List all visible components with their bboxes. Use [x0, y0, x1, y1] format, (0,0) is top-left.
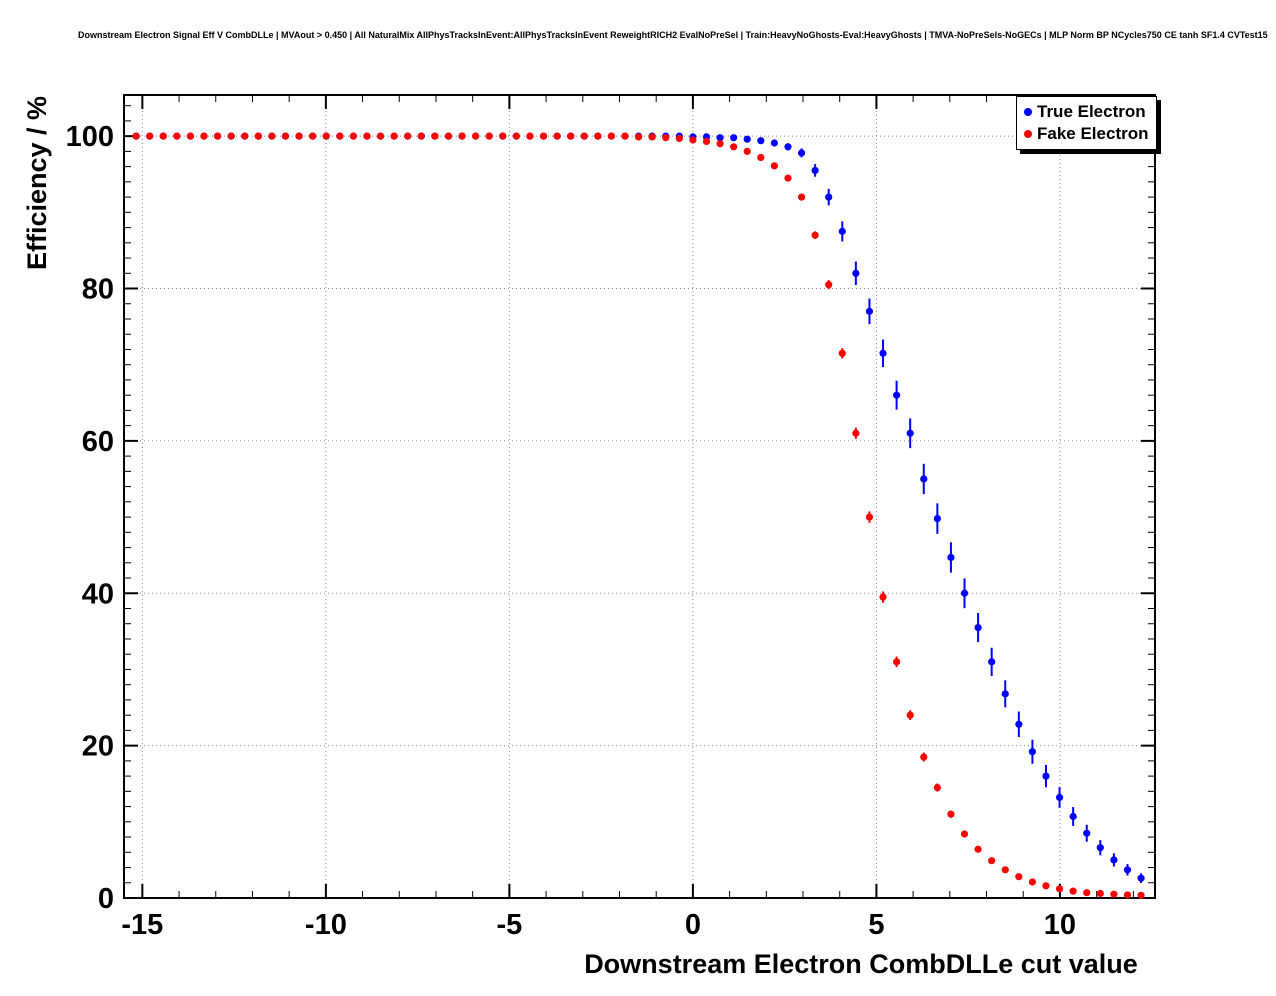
- legend-marker-true-electron-icon: [1024, 108, 1032, 116]
- y-tick-label: 60: [82, 426, 114, 458]
- y-tick-label: 80: [82, 274, 114, 306]
- legend-marker-fake-electron-icon: [1024, 130, 1032, 138]
- legend-entry-true-electron: True Electron: [1021, 101, 1154, 123]
- legend: True Electron Fake Electron: [1016, 96, 1157, 150]
- x-tick-label: -10: [305, 909, 347, 941]
- series-fake-electron: [132, 132, 1145, 899]
- x-axis-label: Downstream Electron CombDLLe cut value: [584, 949, 1138, 979]
- y-tick-label: 40: [82, 578, 114, 610]
- legend-label-fake-electron: Fake Electron: [1037, 124, 1149, 143]
- grid-layer: [124, 95, 1155, 899]
- x-tick-label: -15: [121, 909, 163, 941]
- legend-label-true-electron: True Electron: [1037, 102, 1146, 121]
- x-tick-label: -5: [496, 909, 522, 941]
- legend-entry-fake-electron: Fake Electron: [1021, 123, 1154, 145]
- x-tick-label: 10: [1044, 909, 1076, 941]
- plot-frame: [123, 94, 1156, 899]
- plot-title: Downstream Electron Signal Eff V CombDLL…: [78, 30, 1268, 40]
- x-tick-label: 5: [868, 909, 884, 941]
- y-axis-label: Efficiency / %: [22, 96, 52, 270]
- y-tick-label: 20: [82, 731, 114, 763]
- y-tick-label: 100: [66, 121, 114, 153]
- data-series-layer: [132, 132, 1145, 899]
- x-tick-label: 0: [685, 909, 701, 941]
- axis-ticks: [124, 95, 1155, 899]
- y-tick-label: 0: [98, 883, 114, 915]
- series-true-electron: [132, 132, 1145, 884]
